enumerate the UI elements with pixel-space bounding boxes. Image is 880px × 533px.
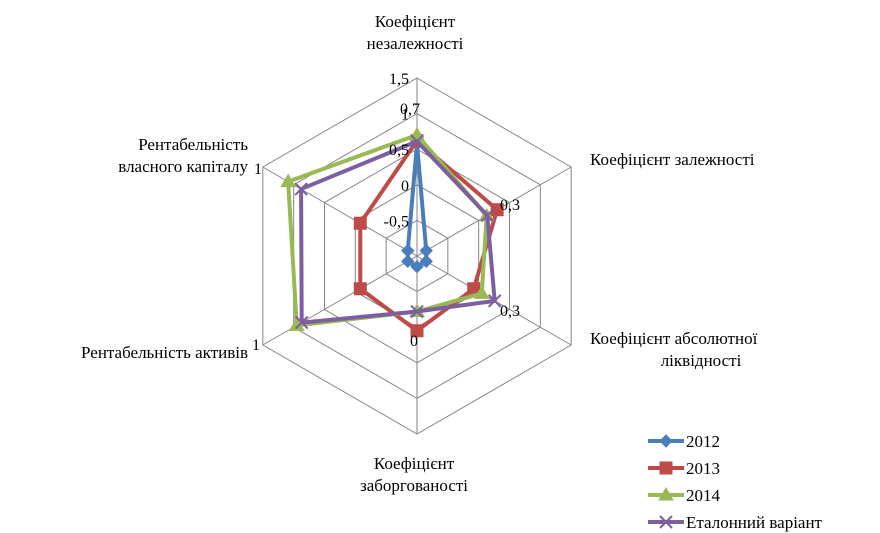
data-label: 1 — [252, 337, 260, 354]
radial-tick-label: -0,5 — [384, 213, 409, 230]
series-3 — [294, 134, 502, 330]
axis-title-line: Коефіцієнт залежності — [590, 150, 755, 169]
legend-item: Еталонний варіант — [648, 513, 823, 532]
radial-tick-label: 0 — [401, 178, 409, 195]
data-point-stroke — [294, 315, 309, 330]
axis-title: Коефіцієнт заборгованості — [360, 454, 468, 495]
axis-title: Рентабельність активів — [81, 343, 248, 362]
axis-title-line: заборгованості — [360, 476, 468, 495]
axis-title-line: Коефіцієнт — [374, 454, 455, 473]
legend-item: 2013 — [648, 459, 720, 478]
data-point-stroke — [294, 182, 308, 196]
data-point — [419, 254, 433, 269]
data-point-stroke — [659, 515, 673, 529]
axis-title-line: ліквідності — [661, 351, 742, 370]
data-point — [409, 126, 425, 141]
data-label: 0,3 — [500, 197, 520, 214]
axis-title: Коефіцієнт незалежності — [367, 12, 464, 53]
radial-tick-label: 0,5 — [389, 142, 409, 159]
axis-title: Коефіцієнт абсолютної ліквідності — [590, 329, 758, 370]
data-point-stroke — [410, 304, 424, 319]
data-point — [490, 203, 504, 217]
data-point — [294, 315, 309, 330]
radial-tick-label: 1 — [401, 107, 409, 124]
data-point — [410, 304, 424, 319]
axis-title-line: Коефіцієнт — [375, 12, 456, 31]
legend-label: 2014 — [686, 486, 721, 505]
legend-item: 2014 — [648, 486, 721, 505]
data-point — [410, 259, 424, 274]
data-point — [658, 487, 674, 501]
data-point — [410, 134, 424, 149]
legend-label: 2013 — [686, 459, 720, 478]
data-point-stroke — [480, 208, 495, 223]
data-label: 0 — [410, 333, 418, 350]
axis-title-line: Рентабельність активів — [81, 343, 248, 362]
axis-title-line: Коефіцієнт абсолютної — [590, 329, 758, 348]
data-point-stroke — [487, 294, 502, 308]
data-point — [659, 461, 673, 475]
radial-tick-labels: -0,5 0 0,5 1 1,5 — [384, 71, 409, 230]
data-point — [294, 182, 308, 196]
legend-item: 2012 — [648, 432, 720, 451]
data-point — [353, 282, 367, 296]
axis-title-line: незалежності — [367, 34, 464, 53]
legend-label: 2012 — [686, 432, 720, 451]
axis-title-line: власного капіталу — [118, 157, 248, 176]
data-point — [473, 285, 490, 299]
axis-title-line: Рентабельність — [138, 135, 248, 154]
legend-label: Еталонний варіант — [686, 513, 823, 532]
axis-title: Рентабельність власного капіталу — [118, 135, 248, 176]
data-point — [410, 324, 424, 338]
radar-series — [280, 126, 504, 338]
spoke — [262, 255, 418, 346]
legend: 2012 2013 2014 Еталонний варіант — [648, 432, 823, 532]
data-label: 1 — [254, 161, 262, 178]
data-point — [401, 254, 415, 269]
axis-title: Коефіцієнт залежності — [590, 150, 755, 169]
data-point-stroke — [410, 134, 424, 149]
data-label: 0,7 — [400, 101, 420, 118]
data-point — [401, 243, 415, 258]
data-point — [353, 216, 367, 230]
data-point — [487, 294, 502, 308]
data-point — [659, 515, 673, 529]
data-labels: 0,7 0,3 0,3 0 1 1 — [252, 101, 520, 354]
data-point — [480, 208, 495, 223]
data-point — [659, 434, 673, 448]
data-label: 0,3 — [500, 303, 520, 320]
data-point — [280, 173, 296, 188]
radial-tick-label: 1,5 — [389, 71, 409, 88]
axis-titles: Коефіцієнт незалежності Коефіцієнт залежно… — [81, 12, 758, 495]
